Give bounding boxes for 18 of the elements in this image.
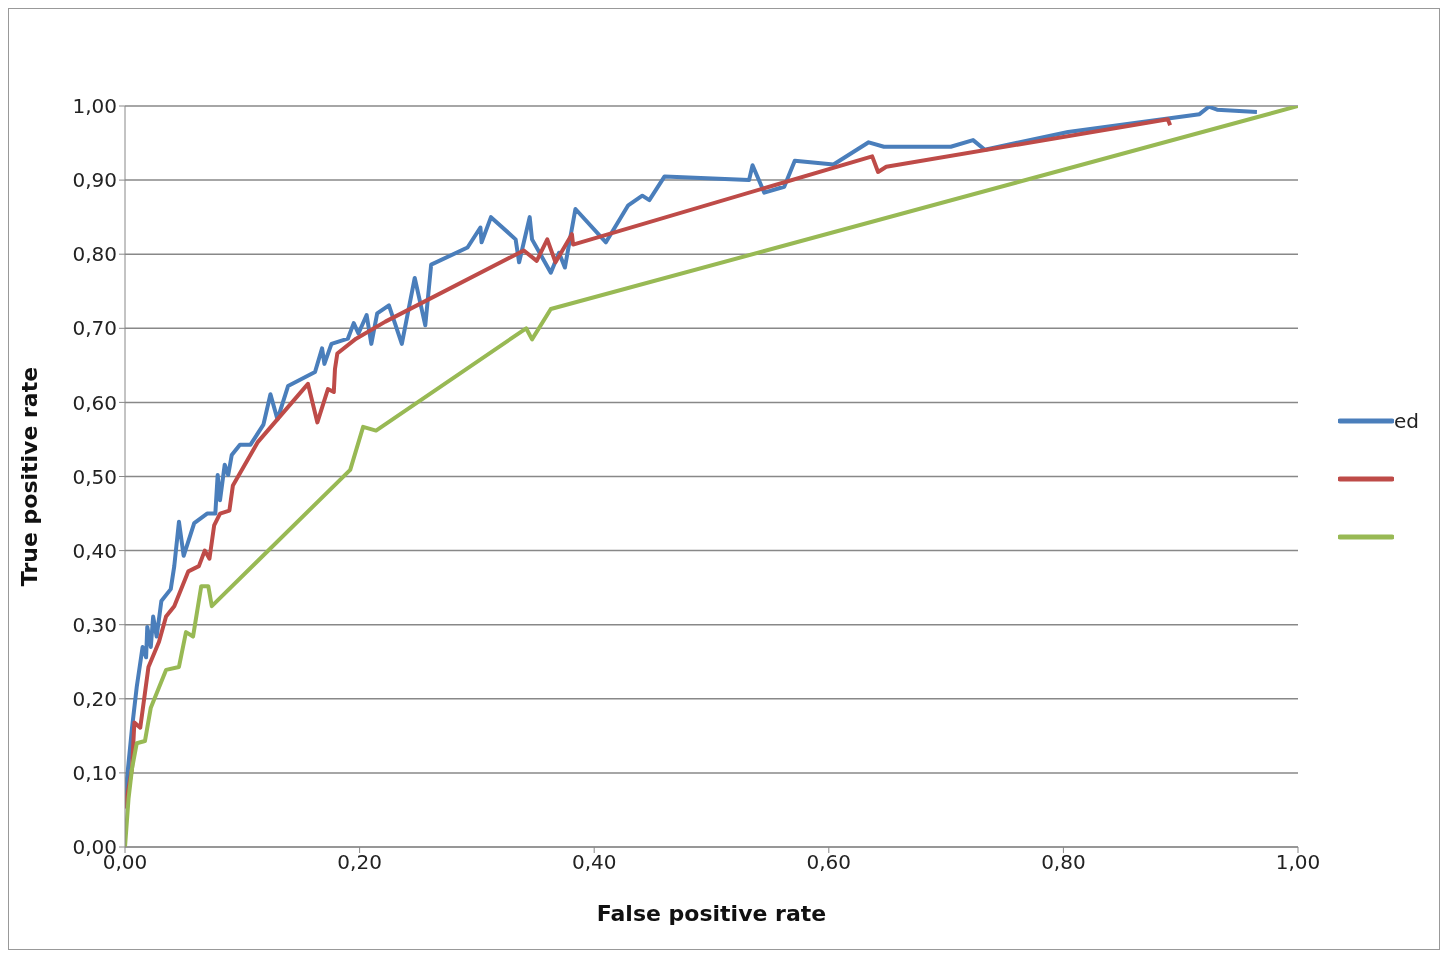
y-tick-label: 0,40 [72, 538, 117, 563]
x-tick-label: 0,20 [337, 850, 382, 875]
x-axis-title: False positive rate [596, 901, 827, 926]
x-tick-label: 0,40 [571, 850, 617, 875]
y-tick-label: 0,60 [72, 390, 117, 415]
y-tick-label: 0,50 [72, 464, 117, 489]
x-tick-label: 0,60 [806, 850, 852, 875]
y-tick-label: 0,70 [72, 316, 117, 341]
y-tick-label: 0,90 [72, 168, 117, 193]
legend-label: ed [1394, 409, 1419, 433]
y-tick-label: 1,00 [72, 94, 117, 119]
y-tick-label: 0,30 [72, 612, 117, 637]
x-tick-label: 1,00 [1275, 850, 1321, 875]
y-tick-label: 0,10 [72, 761, 117, 785]
y-tick-label: 0,80 [72, 242, 117, 267]
y-tick-label: 0,20 [72, 686, 117, 711]
y-axis-title: True positive rate [16, 366, 42, 587]
x-tick-label: 0,80 [1041, 850, 1086, 875]
